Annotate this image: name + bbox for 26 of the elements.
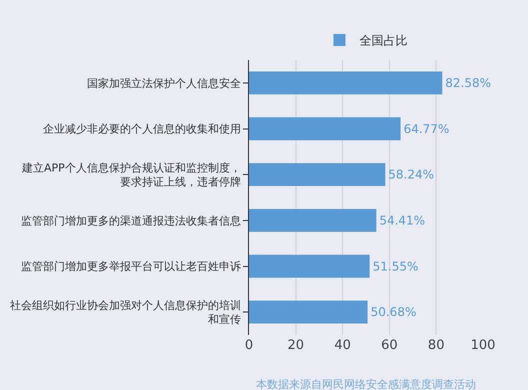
bar xyxy=(249,163,386,186)
data-label: 50.68% xyxy=(370,305,416,320)
bar xyxy=(249,71,442,94)
y-tick-label: 国家加强立法保护个人信息安全 xyxy=(86,76,241,90)
y-tick-label: 社会组织如行业协会加强对个人信息保护的培训和宣传 xyxy=(10,298,241,326)
y-tick-label: 监管部门增加更多的渠道通报违法收集者信息 xyxy=(20,214,241,228)
legend-label: 全国占比 xyxy=(360,34,408,48)
data-label: 64.77% xyxy=(404,122,450,136)
x-tick-label: 20 xyxy=(288,338,304,353)
x-tick-label: 80 xyxy=(428,338,444,353)
bar xyxy=(249,300,368,324)
y-tick-label: 建立APP个人信息保护合规认证和监控制度，要求持证上线，违者停牌 xyxy=(21,161,241,189)
bar xyxy=(249,208,376,232)
data-label: 82.58% xyxy=(445,76,492,90)
data-label: 58.24% xyxy=(388,168,434,182)
bar xyxy=(249,117,401,140)
x-tick-label: 0 xyxy=(244,338,254,353)
y-tick-label: 监管部门增加更多举报平台可以让老百姓申诉 xyxy=(20,260,241,274)
data-label: 51.55% xyxy=(372,259,418,274)
x-tick-label: 40 xyxy=(334,338,351,353)
bar xyxy=(249,254,370,278)
x-tick-label: 60 xyxy=(381,338,398,353)
text: 本数据来源自网民网络安全感满意度调查活动 xyxy=(256,378,476,390)
x-tick-label: 100 xyxy=(470,338,496,353)
y-tick-label: 企业减少非必要的个人信息的收集和使用 xyxy=(42,122,241,136)
data-label: 54.41% xyxy=(379,213,426,228)
